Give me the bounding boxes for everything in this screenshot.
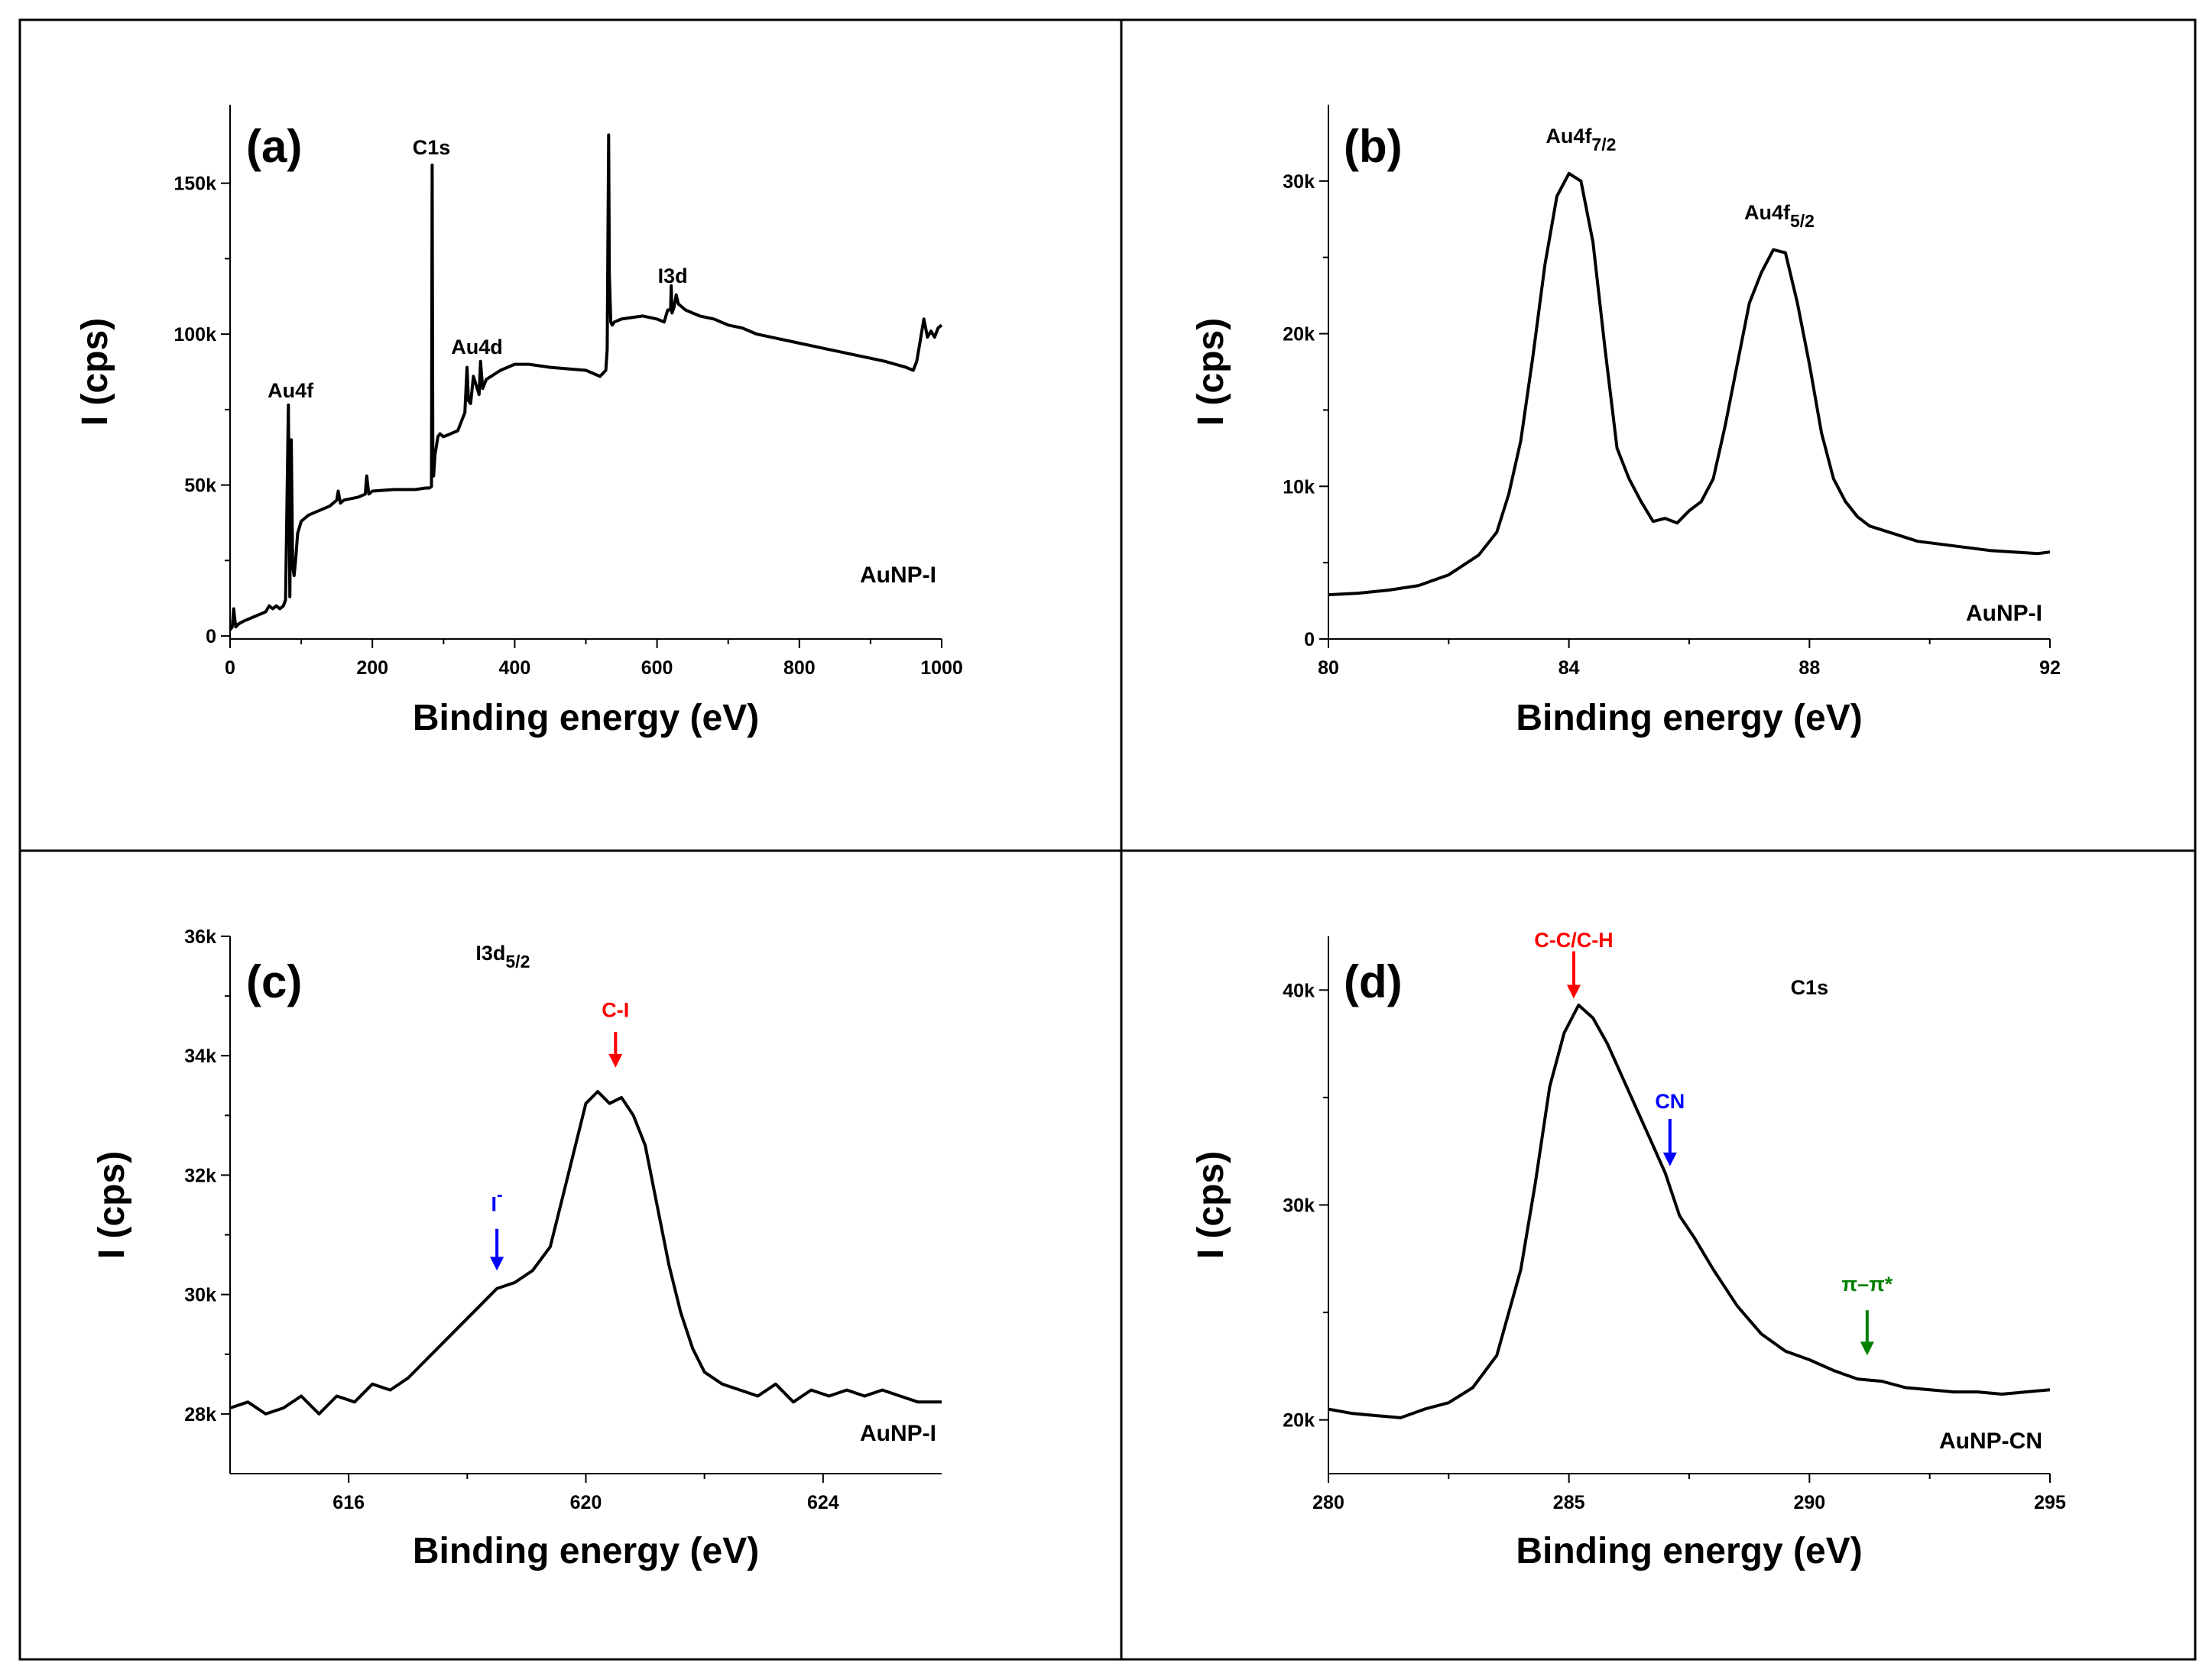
sample-label: AuNP-I (1966, 601, 2042, 626)
annotation-arrowhead (1662, 1152, 1677, 1166)
sample-label: AuNP-CN (1939, 1429, 2042, 1454)
panel-label: (a) (246, 121, 302, 172)
y-tick-label: 28k (184, 1404, 216, 1425)
annotation-label: C1s (1791, 976, 1829, 999)
y-axis-label: I (cps) (1191, 1151, 1231, 1259)
panel-c: 616 620 624 28k 30k 32k 34k 36k Binding energy (… (92, 926, 942, 1571)
annotation-arrowhead (490, 1257, 504, 1271)
x-tick-label: 200 (356, 657, 388, 679)
annotation-label: C1s (413, 136, 451, 159)
annotation-label: Au4d (451, 336, 503, 358)
annotation-label: π–π* (1841, 1273, 1893, 1296)
series-line (229, 133, 943, 631)
panel-label: (c) (246, 956, 302, 1007)
x-tick-label: 1000 (920, 657, 963, 679)
series-line (229, 1090, 942, 1416)
series-line (1328, 171, 2051, 597)
x-tick-label: 80 (1318, 657, 1339, 679)
figure-frame (18, 18, 2197, 1661)
annotation-label: Au4f7/2 (1545, 125, 1616, 154)
x-tick-label: 295 (2034, 1492, 2066, 1513)
y-tick-label: 10k (1283, 476, 1315, 498)
y-tick-label: 30k (184, 1285, 216, 1306)
x-tick-label: 620 (570, 1492, 602, 1513)
x-tick-label: 84 (1558, 657, 1580, 679)
y-tick-label: 20k (1283, 324, 1315, 345)
annotation-label: Au4f5/2 (1744, 201, 1815, 231)
y-tick-label: 50k (184, 475, 216, 497)
annotation-label: Au4f (268, 379, 314, 402)
annotation-label: C-I (602, 998, 629, 1021)
y-tick-label: 30k (1283, 1195, 1315, 1217)
x-tick-label: 285 (1553, 1492, 1585, 1513)
annotation-label: I- (491, 1184, 503, 1215)
x-tick-label: 616 (332, 1492, 365, 1513)
y-tick-label: 40k (1283, 980, 1315, 1001)
annotation-arrowhead (1860, 1341, 1874, 1356)
series-line (1328, 1004, 2051, 1419)
annotation-arrowhead (1566, 984, 1581, 999)
y-tick-label: 30k (1283, 171, 1315, 193)
x-tick-label: 280 (1312, 1492, 1344, 1513)
y-tick-label: 0 (1304, 629, 1315, 650)
annotation-label: I3d5/2 (475, 942, 530, 971)
panel-label: (b) (1344, 121, 1403, 172)
annotation-label: CN (1655, 1090, 1685, 1113)
sample-label: AuNP-I (860, 1421, 936, 1446)
x-axis-label: Binding energy (eV) (1516, 698, 1862, 738)
annotation-arrowhead (608, 1053, 623, 1068)
y-tick-label: 32k (184, 1165, 216, 1186)
x-tick-label: 0 (225, 657, 235, 679)
x-tick-label: 624 (807, 1492, 839, 1513)
panel-label: (d) (1344, 956, 1403, 1007)
annotation-label: C-C/C-H (1534, 929, 1613, 952)
x-axis-label: Binding energy (eV) (413, 698, 759, 738)
x-axis-label: Binding energy (eV) (1516, 1531, 1862, 1571)
x-tick-label: 92 (2039, 657, 2061, 679)
y-tick-label: 34k (184, 1046, 216, 1067)
y-tick-label: 36k (184, 926, 216, 948)
x-tick-label: 600 (641, 657, 673, 679)
y-tick-label: 0 (206, 626, 216, 647)
x-tick-label: 290 (1793, 1492, 1825, 1513)
y-axis-label: I (cps) (92, 1151, 132, 1259)
y-tick-label: 20k (1283, 1410, 1315, 1432)
x-axis-label: Binding energy (eV) (413, 1531, 759, 1571)
x-tick-label: 400 (499, 657, 531, 679)
y-tick-label: 150k (174, 174, 216, 195)
panel-a: 0 200 400 600 800 1000 0 50k 100k 150k Binding ene… (75, 105, 963, 738)
y-tick-label: 100k (174, 324, 216, 345)
x-tick-label: 800 (783, 657, 816, 679)
x-tick-label: 88 (1798, 657, 1820, 679)
panel-d: 280 285 290 295 20k 30k 40k Binding energy (eV)… (1191, 929, 2066, 1571)
annotation-label: I3d (658, 264, 688, 287)
panel-b: 80 84 88 92 0 10k 20k 30k Binding energy (eV) I (… (1191, 105, 2061, 738)
sample-label: AuNP-I (860, 563, 936, 588)
y-axis-label: I (cps) (1191, 318, 1231, 426)
y-axis-label: I (cps) (75, 318, 115, 426)
